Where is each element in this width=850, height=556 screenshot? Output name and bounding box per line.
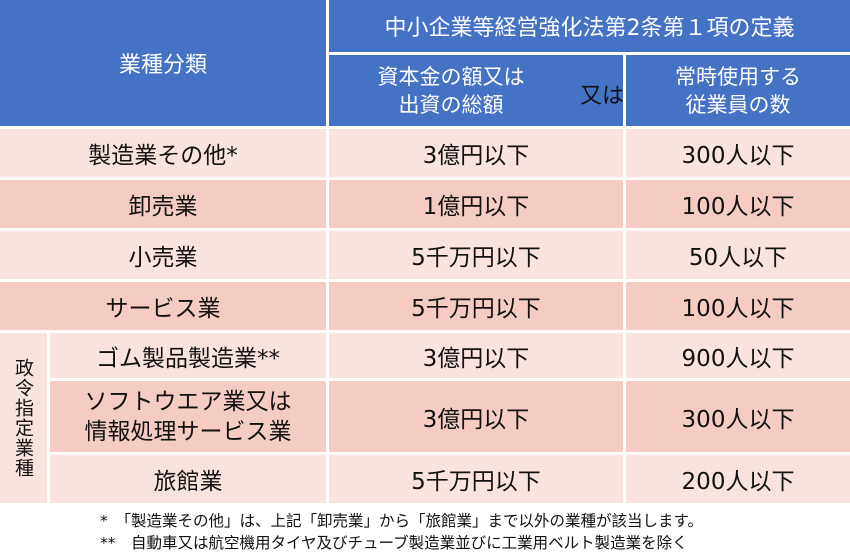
header-employees-line2: 従業員の数 [685, 92, 791, 117]
row6-employees-value: 300人以下 [681, 406, 795, 433]
group-label: 政令指定業種 [12, 358, 34, 478]
row7-capital-value: 5千万円以下 [411, 469, 541, 495]
row4-industry-label: サービス業 [105, 296, 221, 322]
row1-industry: 製造業その他* [0, 129, 326, 177]
row4-capital: 5千万円以下 [329, 282, 623, 330]
group-label-cell: 政令指定業種 [0, 333, 47, 503]
header-category-label: 業種分類 [118, 53, 207, 78]
header-law-title-label: 中小企業等経営強化法第2条第１項の定義 [384, 16, 795, 41]
row6-industry-line1: ソフトウエア業又は [84, 388, 292, 415]
row5-capital-value: 3億円以下 [422, 345, 530, 372]
row1-capital-value: 3億円以下 [422, 143, 530, 169]
row3-capital-value: 5千万円以下 [411, 245, 541, 271]
row2-employees: 100人以下 [626, 180, 850, 228]
footnote-1: * 「製造業その他」は、上記「卸売業」から「旅館業」まで以外の業種が該当します。 [100, 512, 703, 530]
row3-capital: 5千万円以下 [329, 231, 623, 279]
row1-capital: 3億円以下 [329, 129, 623, 177]
row6-capital-value: 3億円以下 [422, 406, 530, 433]
row6-employees: 300人以下 [626, 381, 850, 452]
row4-industry: サービス業 [0, 282, 326, 330]
header-capital: 資本金の額又は 出資の総額 [329, 55, 623, 126]
row5-industry-label: ゴム製品製造業** [96, 345, 280, 372]
row7-employees-value: 200人以下 [681, 469, 795, 495]
header-law-title: 中小企業等経営強化法第2条第１項の定義 [329, 0, 850, 52]
row5-employees: 900人以下 [626, 333, 850, 378]
row4-capital-value: 5千万円以下 [411, 296, 541, 322]
row1-industry-label: 製造業その他* [88, 143, 238, 169]
row2-capital-value: 1億円以下 [422, 194, 530, 220]
row3-employees: 50人以下 [626, 231, 850, 279]
row3-industry-label: 小売業 [128, 245, 198, 271]
row2-industry: 卸売業 [0, 180, 326, 228]
header-capital-line1: 資本金の額又は [377, 64, 525, 89]
row5-employees-value: 900人以下 [681, 345, 795, 372]
header-capital-line2: 出資の総額 [398, 92, 504, 117]
header-employees-line1: 常時使用する [675, 64, 801, 89]
row4-employees-value: 100人以下 [681, 296, 795, 322]
row6-industry-line2: 情報処理サービス業 [84, 418, 292, 445]
row7-industry: 旅館業 [50, 455, 326, 503]
row1-employees-value: 300人以下 [681, 143, 795, 169]
row7-capital: 5千万円以下 [329, 455, 623, 503]
header-or-label: 又は [580, 84, 625, 109]
row5-capital: 3億円以下 [329, 333, 623, 378]
sme-definition-table: 業種分類 中小企業等経営強化法第2条第１項の定義 資本金の額又は 出資の総額 又… [0, 0, 850, 503]
header-category: 業種分類 [0, 0, 326, 126]
row1-employees: 300人以下 [626, 129, 850, 177]
row3-employees-value: 50人以下 [688, 245, 788, 271]
row6-industry: ソフトウエア業又は 情報処理サービス業 [50, 381, 326, 452]
row7-industry-label: 旅館業 [153, 469, 223, 495]
row2-capital: 1億円以下 [329, 180, 623, 228]
footnote-2: ** 自動車又は航空機用タイヤ及びチューブ製造業並びに工業用ベルト製造業を除く [100, 534, 688, 552]
row4-employees: 100人以下 [626, 282, 850, 330]
row2-industry-label: 卸売業 [128, 194, 198, 220]
row6-capital: 3億円以下 [329, 381, 623, 452]
row2-employees-value: 100人以下 [681, 194, 795, 220]
header-employees: 常時使用する 従業員の数 [626, 55, 850, 126]
row3-industry: 小売業 [0, 231, 326, 279]
row5-industry: ゴム製品製造業** [50, 333, 326, 378]
row7-employees: 200人以下 [626, 455, 850, 503]
